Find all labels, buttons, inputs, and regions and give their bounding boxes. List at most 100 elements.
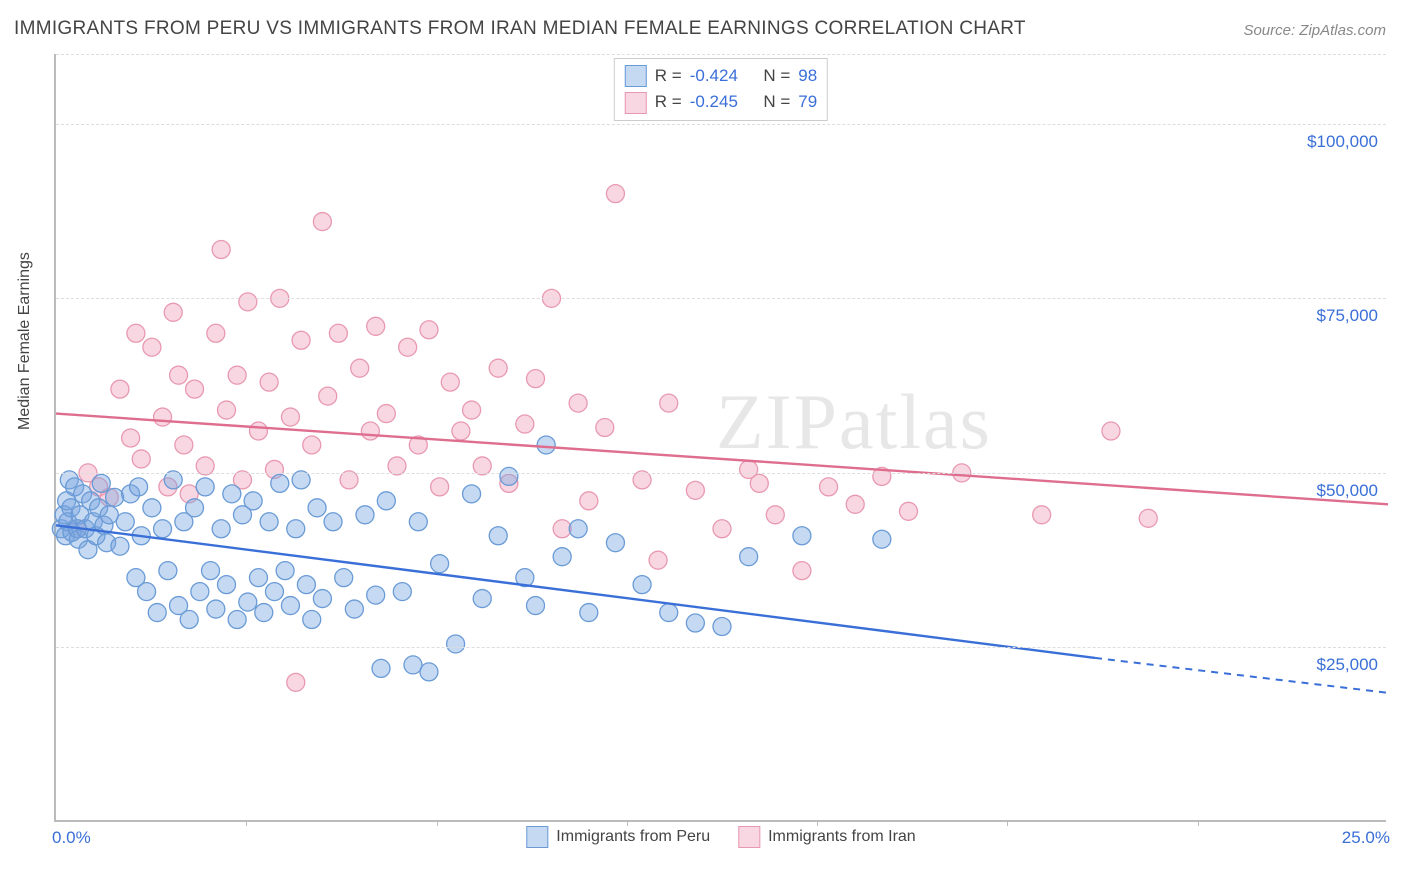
- data-point: [143, 499, 161, 517]
- chart-title: IMMIGRANTS FROM PERU VS IMMIGRANTS FROM …: [14, 18, 1026, 40]
- data-point: [212, 240, 230, 258]
- gridline-h: [56, 647, 1386, 648]
- data-point: [207, 600, 225, 618]
- data-point: [170, 366, 188, 384]
- data-point: [420, 321, 438, 339]
- data-point: [553, 548, 571, 566]
- regression-line: [56, 414, 1388, 505]
- legend-label-peru: Immigrants from Peru: [556, 828, 710, 846]
- data-point: [686, 481, 704, 499]
- data-point: [255, 604, 273, 622]
- data-point: [239, 293, 257, 311]
- data-point: [175, 436, 193, 454]
- source-attribution: Source: ZipAtlas.com: [1243, 22, 1386, 39]
- data-point: [154, 520, 172, 538]
- swatch-peru: [625, 65, 647, 87]
- y-tick-label: $25,000: [1317, 655, 1378, 675]
- data-point: [335, 569, 353, 587]
- data-point: [276, 562, 294, 580]
- data-point: [281, 597, 299, 615]
- n-value-peru: 98: [798, 63, 817, 89]
- data-point: [111, 380, 129, 398]
- data-point: [580, 492, 598, 510]
- data-point: [1102, 422, 1120, 440]
- gridline-h: [56, 298, 1386, 299]
- data-point: [500, 467, 518, 485]
- data-point: [489, 527, 507, 545]
- data-point: [159, 562, 177, 580]
- legend-label-iran: Immigrants from Iran: [768, 828, 916, 846]
- data-point: [186, 380, 204, 398]
- data-point: [649, 551, 667, 569]
- y-tick-label: $75,000: [1317, 306, 1378, 326]
- data-point: [361, 422, 379, 440]
- n-label: N =: [763, 89, 790, 115]
- data-point: [740, 548, 758, 566]
- data-point: [127, 324, 145, 342]
- data-point: [228, 611, 246, 629]
- data-point: [319, 387, 337, 405]
- data-point: [122, 429, 140, 447]
- data-point: [713, 618, 731, 636]
- data-point: [207, 324, 225, 342]
- data-point: [793, 562, 811, 580]
- gridline-h: [56, 54, 1386, 55]
- data-point: [441, 373, 459, 391]
- data-point: [447, 635, 465, 653]
- plot-area: ZIPatlas R = -0.424 N = 98 R = -0.245 N …: [54, 54, 1386, 822]
- data-point: [473, 590, 491, 608]
- chart-container: IMMIGRANTS FROM PERU VS IMMIGRANTS FROM …: [0, 0, 1406, 892]
- swatch-iran: [625, 92, 647, 114]
- data-point: [143, 338, 161, 356]
- data-point: [393, 583, 411, 601]
- data-point: [180, 611, 198, 629]
- data-point: [249, 569, 267, 587]
- data-point: [292, 331, 310, 349]
- swatch-peru: [526, 826, 548, 848]
- data-point: [409, 513, 427, 531]
- x-tick-label-max: 25.0%: [1342, 828, 1390, 848]
- data-point: [260, 373, 278, 391]
- x-minor-tick: [1198, 820, 1199, 826]
- data-point: [186, 499, 204, 517]
- data-point: [244, 492, 262, 510]
- data-point: [1033, 506, 1051, 524]
- data-point: [463, 401, 481, 419]
- data-point: [345, 600, 363, 618]
- data-point: [191, 583, 209, 601]
- gridline-h: [56, 124, 1386, 125]
- data-point: [1139, 509, 1157, 527]
- data-point: [271, 474, 289, 492]
- data-point: [130, 478, 148, 496]
- scatter-plot-svg: [56, 54, 1386, 820]
- data-point: [239, 593, 257, 611]
- data-point: [846, 495, 864, 513]
- y-tick-label: $100,000: [1307, 132, 1378, 152]
- data-point: [287, 673, 305, 691]
- data-point: [527, 597, 545, 615]
- data-point: [569, 394, 587, 412]
- data-point: [452, 422, 470, 440]
- data-point: [217, 401, 235, 419]
- data-point: [106, 488, 124, 506]
- data-point: [297, 576, 315, 594]
- x-minor-tick: [1007, 820, 1008, 826]
- data-point: [660, 604, 678, 622]
- data-point: [606, 534, 624, 552]
- stats-row-iran: R = -0.245 N = 79: [625, 89, 817, 115]
- r-label: R =: [655, 89, 682, 115]
- legend-item-peru: Immigrants from Peru: [526, 826, 710, 848]
- data-point: [148, 604, 166, 622]
- data-point: [537, 436, 555, 454]
- data-point: [367, 586, 385, 604]
- data-point: [686, 614, 704, 632]
- data-point: [154, 408, 172, 426]
- data-point: [92, 474, 110, 492]
- data-point: [138, 583, 156, 601]
- data-point: [260, 513, 278, 531]
- data-point: [399, 338, 417, 356]
- data-point: [899, 502, 917, 520]
- gridline-h: [56, 473, 1386, 474]
- n-value-iran: 79: [798, 89, 817, 115]
- y-tick-label: $50,000: [1317, 481, 1378, 501]
